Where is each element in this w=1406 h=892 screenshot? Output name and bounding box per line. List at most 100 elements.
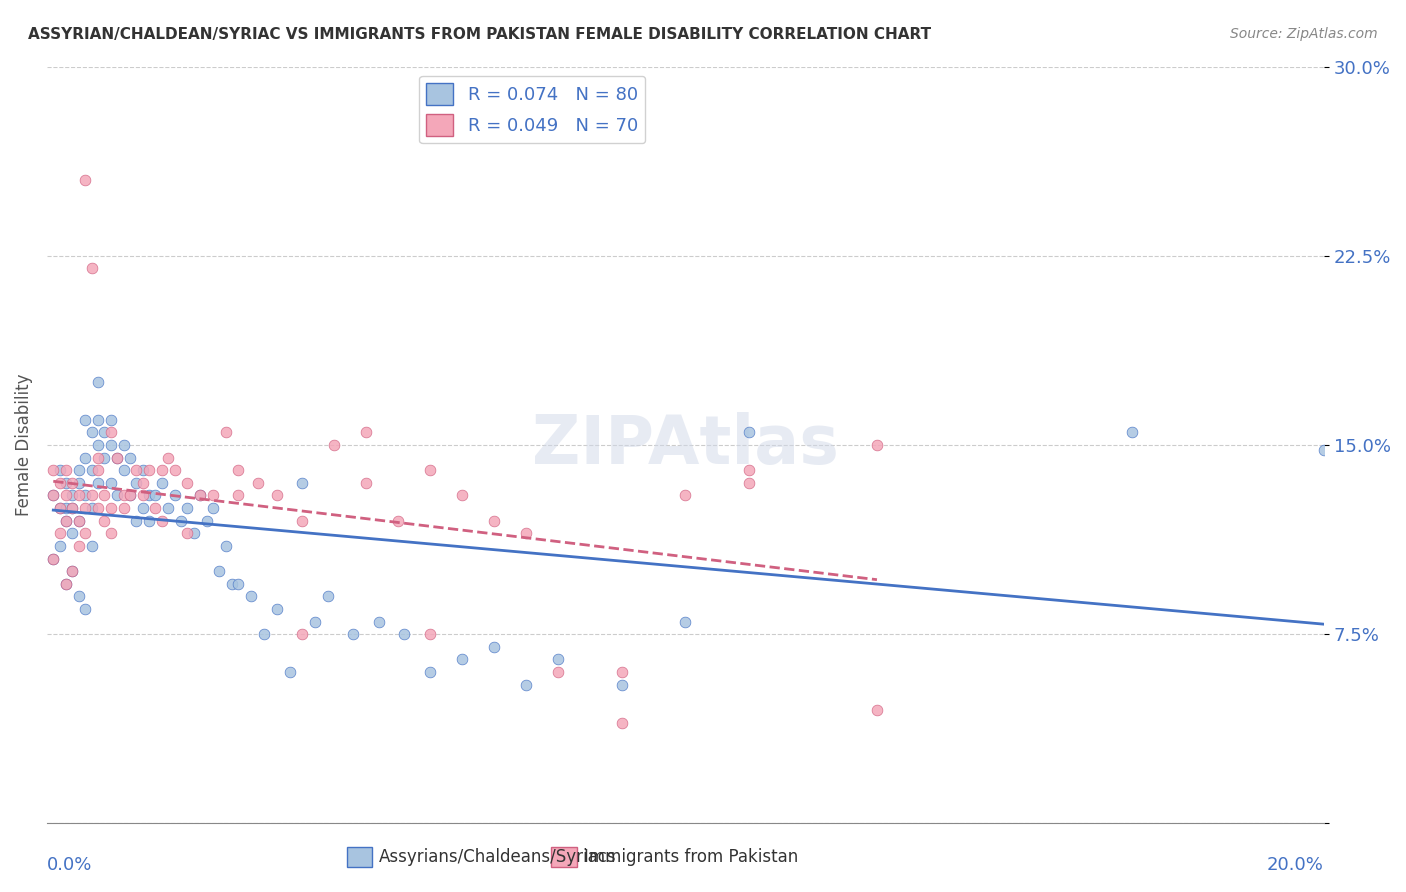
Point <box>75 526 97 541</box>
Point <box>419 665 441 679</box>
Point <box>93 450 115 465</box>
Point <box>419 463 441 477</box>
Point <box>87 375 110 389</box>
Point <box>610 678 633 692</box>
Point <box>610 715 633 730</box>
Point <box>62 501 84 516</box>
Point <box>145 488 167 502</box>
Point <box>323 438 346 452</box>
Point <box>131 488 153 502</box>
Point <box>62 475 84 490</box>
Point <box>62 526 84 541</box>
Point <box>354 425 377 440</box>
Point <box>673 488 696 502</box>
Text: ZIPAtlas: ZIPAtlas <box>531 412 839 478</box>
Point <box>195 514 218 528</box>
Point <box>80 539 103 553</box>
Point <box>131 501 153 516</box>
Point <box>342 627 364 641</box>
Point <box>138 488 160 502</box>
Point <box>80 501 103 516</box>
Point <box>75 450 97 465</box>
Point <box>87 475 110 490</box>
Point <box>42 488 65 502</box>
Point <box>1121 425 1143 440</box>
Point <box>188 488 211 502</box>
Point <box>125 475 148 490</box>
Point <box>228 488 250 502</box>
Point <box>112 488 135 502</box>
Point <box>738 463 761 477</box>
Point <box>183 526 205 541</box>
Point <box>118 488 141 502</box>
Point <box>266 602 288 616</box>
Point <box>67 514 90 528</box>
Point <box>304 615 326 629</box>
Point <box>610 665 633 679</box>
Text: 0.0%: 0.0% <box>46 856 93 874</box>
Point <box>75 501 97 516</box>
Point <box>163 488 186 502</box>
Point <box>75 602 97 616</box>
Point <box>112 438 135 452</box>
Point <box>48 539 70 553</box>
Point <box>87 413 110 427</box>
Point <box>354 475 377 490</box>
Point <box>515 526 537 541</box>
Point <box>228 576 250 591</box>
Point <box>80 425 103 440</box>
Point <box>100 413 122 427</box>
Point <box>55 576 77 591</box>
Text: Immigrants from Pakistan: Immigrants from Pakistan <box>583 848 797 866</box>
Point <box>215 425 238 440</box>
Text: ASSYRIAN/CHALDEAN/SYRIAC VS IMMIGRANTS FROM PAKISTAN FEMALE DISABILITY CORRELATI: ASSYRIAN/CHALDEAN/SYRIAC VS IMMIGRANTS F… <box>28 27 931 42</box>
Point <box>55 501 77 516</box>
Point <box>93 488 115 502</box>
Point <box>316 590 339 604</box>
Point <box>394 627 416 641</box>
Point <box>87 450 110 465</box>
Point <box>93 425 115 440</box>
Point <box>547 652 569 666</box>
Point <box>673 615 696 629</box>
Point <box>67 488 90 502</box>
Point <box>240 590 263 604</box>
Point <box>163 463 186 477</box>
Point <box>87 463 110 477</box>
Point <box>42 463 65 477</box>
Point <box>246 475 269 490</box>
Point <box>93 514 115 528</box>
Point <box>253 627 276 641</box>
Point <box>387 514 409 528</box>
Point <box>42 488 65 502</box>
Point <box>48 501 70 516</box>
Point <box>201 488 224 502</box>
Point <box>48 463 70 477</box>
Point <box>176 475 198 490</box>
Point <box>105 450 128 465</box>
Text: 20.0%: 20.0% <box>1267 856 1324 874</box>
Point <box>419 627 441 641</box>
Point <box>266 488 288 502</box>
Point <box>291 475 314 490</box>
Point <box>547 665 569 679</box>
Point <box>176 526 198 541</box>
Point <box>80 488 103 502</box>
Point <box>157 450 180 465</box>
Point <box>118 450 141 465</box>
Point <box>105 488 128 502</box>
Y-axis label: Female Disability: Female Disability <box>15 374 32 516</box>
Point <box>87 438 110 452</box>
Point <box>451 488 474 502</box>
Point <box>62 564 84 578</box>
Text: Source: ZipAtlas.com: Source: ZipAtlas.com <box>1230 27 1378 41</box>
Point <box>157 501 180 516</box>
Point <box>105 450 128 465</box>
Point <box>515 678 537 692</box>
Point <box>67 514 90 528</box>
Point <box>55 576 77 591</box>
Point <box>80 261 103 276</box>
Point <box>100 438 122 452</box>
Point <box>131 475 153 490</box>
Text: Assyrians/Chaldeans/Syriacs: Assyrians/Chaldeans/Syriacs <box>380 848 617 866</box>
